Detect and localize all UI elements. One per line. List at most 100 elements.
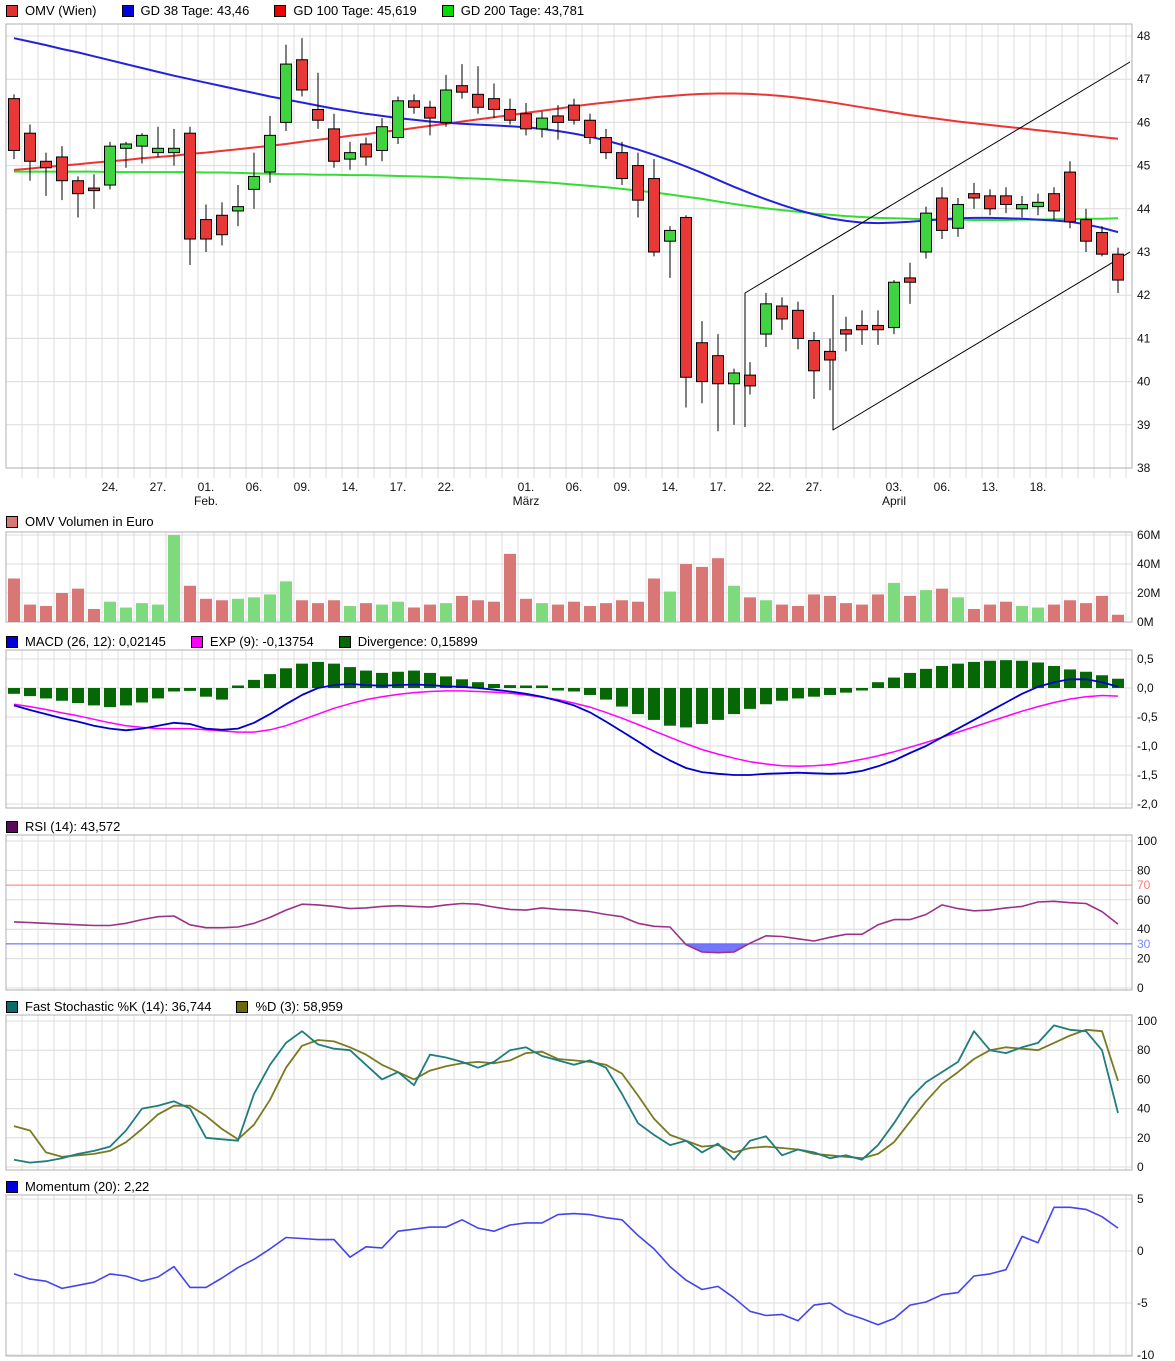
- macd-histogram-bar: [328, 663, 340, 688]
- axis-tick-label: 09.: [294, 480, 311, 494]
- volume-bar: [1032, 607, 1044, 622]
- candle-body: [520, 113, 532, 130]
- volume-bar: [328, 600, 340, 622]
- macd-histogram-bar: [88, 688, 100, 706]
- candle-body: [360, 143, 372, 158]
- gd200-legend-swatch: [441, 4, 454, 17]
- macd-histogram-bar: [104, 688, 116, 708]
- macd-histogram-bar: [24, 688, 36, 697]
- volume-bar: [360, 603, 372, 622]
- candle-body: [536, 117, 548, 130]
- legend-item-gd100: GD 100 Tage: 45,619: [274, 3, 417, 18]
- candle-body: [712, 355, 724, 385]
- candle-body: [328, 128, 340, 162]
- candle-body: [600, 137, 612, 154]
- axis-tick-label: -10: [1137, 1348, 1155, 1361]
- axis-tick-label: 39: [1137, 418, 1151, 432]
- axis-tick-label: 0: [1137, 981, 1144, 995]
- candle-body: [936, 197, 948, 231]
- volume-legend: OMV Volumen in Euro: [6, 514, 154, 529]
- candle-body: [232, 206, 244, 212]
- volume-bar: [1096, 595, 1108, 622]
- macd-histogram-bar: [376, 672, 388, 688]
- legend-item-divergence: Divergence: 0,15899: [338, 634, 478, 649]
- axis-tick-label: 01.: [518, 480, 535, 494]
- macd-histogram-bar: [824, 688, 836, 695]
- legend-item-omv: OMV (Wien): [6, 3, 97, 18]
- stoch-d-legend-label: %D (3): 58,959: [255, 999, 343, 1014]
- volume-bar: [936, 588, 948, 622]
- candle-body: [312, 108, 324, 121]
- axis-tick-label: 60M: [1137, 528, 1160, 542]
- axis-tick-label: 40: [1137, 1102, 1151, 1116]
- axis-tick-label: 20: [1137, 952, 1151, 966]
- candle-body: [952, 203, 964, 229]
- macd-legend-swatch: [6, 635, 18, 648]
- macd-histogram-bar: [936, 665, 948, 688]
- axis-tick-label: 42: [1137, 288, 1151, 302]
- candle-body: [392, 100, 404, 139]
- volume-bar: [8, 578, 20, 622]
- macd-exp-line: [13, 690, 1119, 768]
- macd-histogram-bar: [536, 685, 548, 688]
- axis-tick-label: -1,5: [1137, 768, 1158, 782]
- macd-histogram-bar: [520, 685, 532, 688]
- divergence-legend-swatch: [338, 635, 351, 648]
- volume-bar: [280, 581, 292, 622]
- macd-histogram-bar: [792, 688, 804, 699]
- macd-histogram-bar: [360, 670, 372, 688]
- axis-tick-label: 47: [1137, 72, 1151, 86]
- macd-histogram-bar: [760, 688, 772, 705]
- gd100-legend-swatch: [274, 4, 287, 17]
- legend-item-rsi: RSI (14): 43,572: [6, 819, 120, 834]
- volume-bar: [824, 595, 836, 622]
- legend-item-volume: OMV Volumen in Euro: [6, 514, 154, 529]
- stoch-k-legend-label: Fast Stochastic %K (14): 36,744: [25, 999, 212, 1014]
- omv-legend-swatch: [6, 4, 18, 17]
- gd38-legend-swatch: [121, 4, 134, 17]
- gd200-legend-label: GD 200 Tage: 43,781: [460, 3, 585, 18]
- macd-histogram-bar: [280, 668, 292, 688]
- volume-bar: [216, 600, 228, 622]
- volume-bar: [536, 603, 548, 622]
- macd-histogram-bar: [968, 661, 980, 688]
- macd-histogram-bar: [136, 688, 148, 703]
- candle-body: [504, 108, 516, 121]
- volume-bar: [744, 597, 756, 622]
- candle-body: [728, 372, 740, 385]
- macd-histogram-bar: [984, 660, 996, 688]
- volume-bar: [984, 604, 996, 622]
- macd-histogram-bar: [728, 688, 740, 715]
- candle-body: [1032, 201, 1044, 208]
- macd-histogram-bar: [664, 688, 676, 726]
- macd-histogram-bar: [920, 668, 932, 688]
- stochastic-d-line: [13, 1028, 1119, 1160]
- macd-histogram-bar: [1000, 660, 1012, 688]
- stochastic-legend: Fast Stochastic %K (14): 36,744 %D (3): …: [6, 999, 343, 1014]
- axis-tick-label: 0: [1137, 1244, 1144, 1258]
- macd-histogram-bar: [616, 688, 628, 707]
- volume-bar: [712, 558, 724, 622]
- candle-body: [616, 152, 628, 180]
- macd-histogram-bar: [1032, 662, 1044, 688]
- volume-bar: [392, 601, 404, 622]
- candle-body: [40, 160, 52, 169]
- legend-item-stoch-k: Fast Stochastic %K (14): 36,744: [6, 999, 211, 1014]
- volume-bar: [72, 588, 84, 622]
- volume-bar: [632, 601, 644, 622]
- candle-body: [920, 212, 932, 253]
- axis-tick-label: 40: [1137, 375, 1151, 389]
- macd-histogram-bar: [296, 663, 308, 688]
- candle-body: [888, 281, 900, 329]
- macd-histogram-bar: [600, 688, 612, 700]
- axis-tick-label: 17.: [390, 480, 407, 494]
- candle-body: [808, 340, 820, 372]
- axis-tick-label: 40M: [1137, 557, 1160, 571]
- candle-body: [904, 277, 916, 283]
- axis-tick-label: 01.: [198, 480, 215, 494]
- axis-tick-label: 24.: [102, 480, 119, 494]
- stoch-d-legend-swatch: [236, 1000, 249, 1013]
- momentum-legend-label: Momentum (20): 2,22: [25, 1179, 150, 1194]
- axis-tick-label: 22.: [758, 480, 775, 494]
- candle-body: [248, 175, 260, 190]
